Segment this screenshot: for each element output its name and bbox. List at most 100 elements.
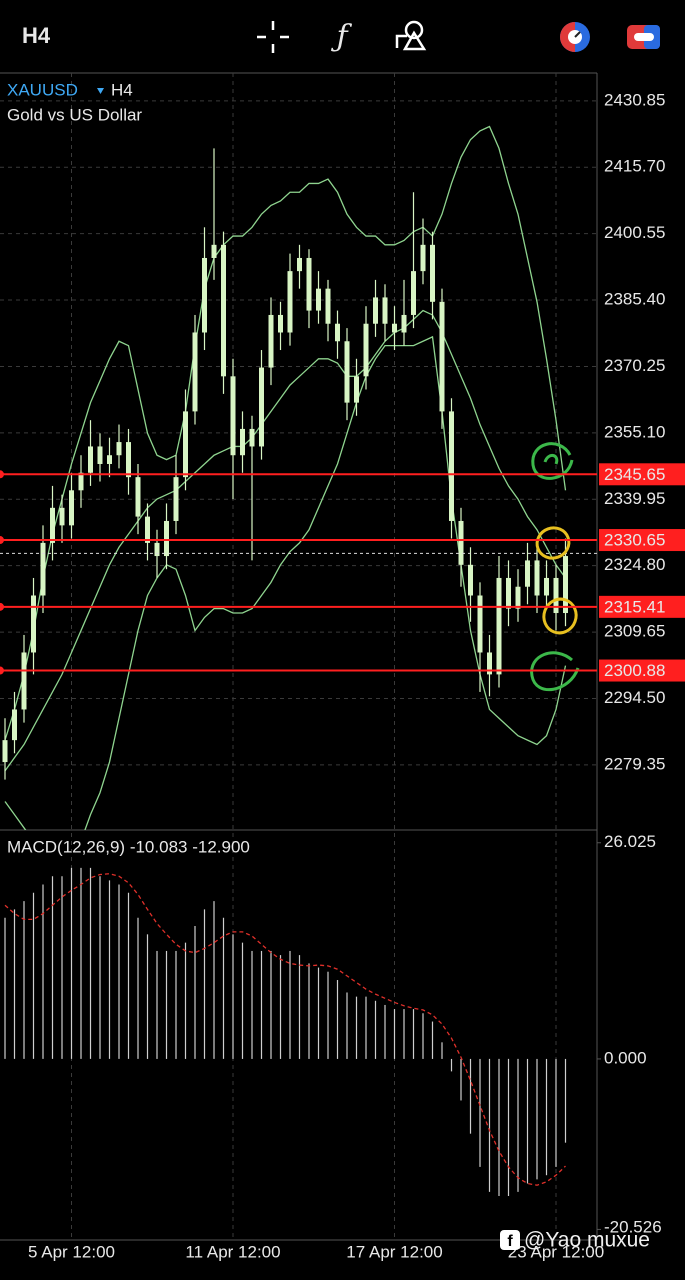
watermark-icon-glyph: f: [507, 1233, 513, 1250]
level-label-box: [599, 529, 685, 552]
candle-body: [287, 271, 293, 333]
candle-body: [325, 288, 331, 324]
candle-body: [59, 507, 65, 526]
candle-body: [525, 560, 530, 587]
candle-body: [534, 560, 540, 596]
symbol-description: Gold vs US Dollar: [7, 105, 142, 124]
candle-body: [297, 257, 302, 272]
level-handle: [0, 602, 4, 611]
candle-body: [78, 472, 84, 491]
level-label: 2330.65: [604, 531, 665, 550]
candle-body: [439, 301, 445, 412]
macd-signal: [4, 873, 566, 1186]
macd-tick-label: 0.000: [604, 1048, 647, 1067]
account-icon[interactable]: [627, 25, 660, 49]
y-tick-label: 2309.65: [604, 622, 665, 641]
candle-body: [335, 323, 340, 342]
candle-body: [21, 652, 27, 710]
watermark-icon: [500, 1230, 520, 1250]
level-handle: [0, 536, 4, 545]
candle-body: [135, 477, 141, 517]
candle-body: [12, 709, 17, 741]
candle-body: [192, 332, 198, 412]
trade-icon[interactable]: [560, 22, 590, 52]
y-tick-label: 2279.35: [604, 754, 665, 773]
candle-body: [230, 376, 236, 456]
candle-body: [487, 652, 492, 675]
candle-body: [164, 520, 169, 557]
indicators-icon[interactable]: ƒ: [330, 19, 352, 54]
bollinger-lower: [4, 335, 567, 830]
candle-body: [88, 446, 93, 473]
level-label-box: [599, 659, 685, 682]
candle-body: [411, 271, 416, 315]
candle-body: [430, 244, 435, 302]
candle-body: [553, 577, 559, 614]
y-tick-label: 2294.50: [604, 688, 665, 707]
candle-body: [154, 542, 160, 557]
symbol-timeframe: H4: [111, 80, 133, 99]
x-tick-label: 23 Apr 12:00: [508, 1242, 604, 1261]
candle-body: [268, 314, 274, 368]
candle-body: [506, 577, 511, 609]
x-tick-label: 11 Apr 12:00: [185, 1242, 280, 1261]
level-label: 2315.41: [604, 597, 665, 616]
level-label: 2300.88: [604, 661, 665, 680]
candle-body: [477, 595, 483, 653]
watermark: @Yao muxue: [524, 1229, 650, 1252]
candle-body: [249, 428, 255, 447]
objects-icon[interactable]: [395, 20, 427, 51]
candle-body: [69, 490, 74, 526]
y-tick-label: 2370.25: [604, 356, 665, 375]
macd-tick-label: -20.526: [604, 1217, 662, 1236]
y-tick-label: 2385.40: [604, 290, 665, 309]
candle-body: [306, 257, 312, 311]
candle-body: [126, 442, 131, 478]
candle-body: [221, 244, 226, 377]
candle-body: [202, 257, 207, 333]
candle-body: [544, 577, 549, 596]
bollinger-upper: [4, 125, 567, 741]
candle-body: [316, 288, 321, 311]
candle-body: [515, 586, 521, 609]
bollinger-middle: [4, 309, 567, 772]
candle-body: [401, 314, 407, 333]
y-tick-label: 2430.85: [604, 90, 665, 109]
x-tick-label: 5 Apr 12:00: [28, 1242, 115, 1261]
level-handle: [0, 470, 4, 479]
level-label-box: [599, 463, 685, 486]
candle-body: [31, 595, 36, 653]
candle-body: [145, 516, 150, 543]
candle-body: [382, 297, 388, 324]
candle-body: [468, 564, 473, 596]
candle-body: [107, 455, 112, 464]
macd-tick-label: 26.025: [604, 832, 656, 851]
candle-body: [458, 520, 464, 565]
y-tick-label: 2355.10: [604, 422, 665, 441]
candle-body: [40, 542, 46, 596]
y-tick-label: 2400.55: [604, 223, 665, 242]
level-label: 2345.65: [604, 465, 665, 484]
timeframe-button[interactable]: H4: [22, 23, 51, 48]
candle-body: [50, 507, 55, 543]
candle-body: [373, 297, 378, 324]
crosshair-icon[interactable]: [257, 21, 289, 53]
dropdown-arrow[interactable]: [97, 88, 104, 94]
candle-body: [173, 477, 179, 521]
y-tick-label: 2324.80: [604, 555, 665, 574]
candle-body: [344, 341, 350, 403]
candle-body: [563, 556, 568, 614]
level-handle: [0, 666, 4, 675]
candle-body: [449, 411, 454, 521]
candle-body: [116, 442, 122, 456]
candle-body: [420, 244, 426, 272]
level-label-box: [599, 595, 685, 618]
candle-body: [97, 446, 103, 464]
symbol-name[interactable]: XAUUSD: [7, 80, 78, 99]
macd-label: MACD(12,26,9) -10.083 -12.900: [7, 837, 250, 856]
candle-body: [354, 376, 359, 403]
candle-body: [392, 323, 397, 333]
y-tick-label: 2415.70: [604, 157, 665, 176]
